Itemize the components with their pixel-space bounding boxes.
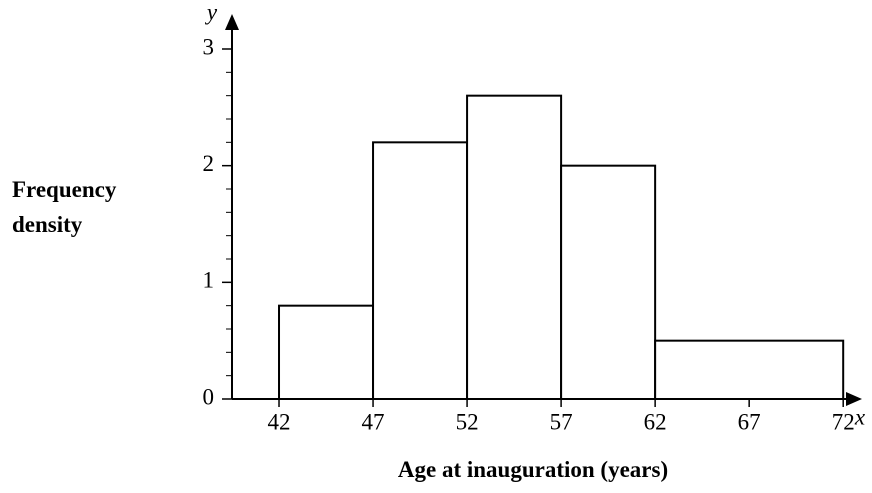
- x-tick-label: 47: [362, 409, 385, 434]
- x-tick-label: 62: [644, 409, 667, 434]
- y-axis-arrow: [225, 14, 239, 30]
- y-tick-label: 3: [203, 34, 215, 59]
- y-axis-label: Frequency density: [12, 177, 117, 237]
- x-tick-label: 67: [738, 409, 761, 434]
- bar: [278, 304, 375, 400]
- x-axis-label: Age at inauguration (years): [397, 457, 669, 482]
- bar: [560, 164, 657, 400]
- y-axis-symbol: y: [205, 0, 218, 24]
- x-tick-label: 42: [268, 409, 291, 434]
- x-tick-label: 57: [550, 409, 573, 434]
- x-axis-arrow: [846, 392, 862, 406]
- y-tick-label: 0: [203, 384, 215, 409]
- bar: [654, 339, 845, 400]
- x-axis-symbol: x: [854, 404, 866, 429]
- y-tick-label: 1: [203, 268, 215, 293]
- x-tick-label: 72: [832, 409, 855, 434]
- bar: [372, 141, 469, 400]
- y-tick-label: 2: [203, 151, 215, 176]
- x-tick-label: 52: [456, 409, 479, 434]
- bar: [466, 94, 563, 401]
